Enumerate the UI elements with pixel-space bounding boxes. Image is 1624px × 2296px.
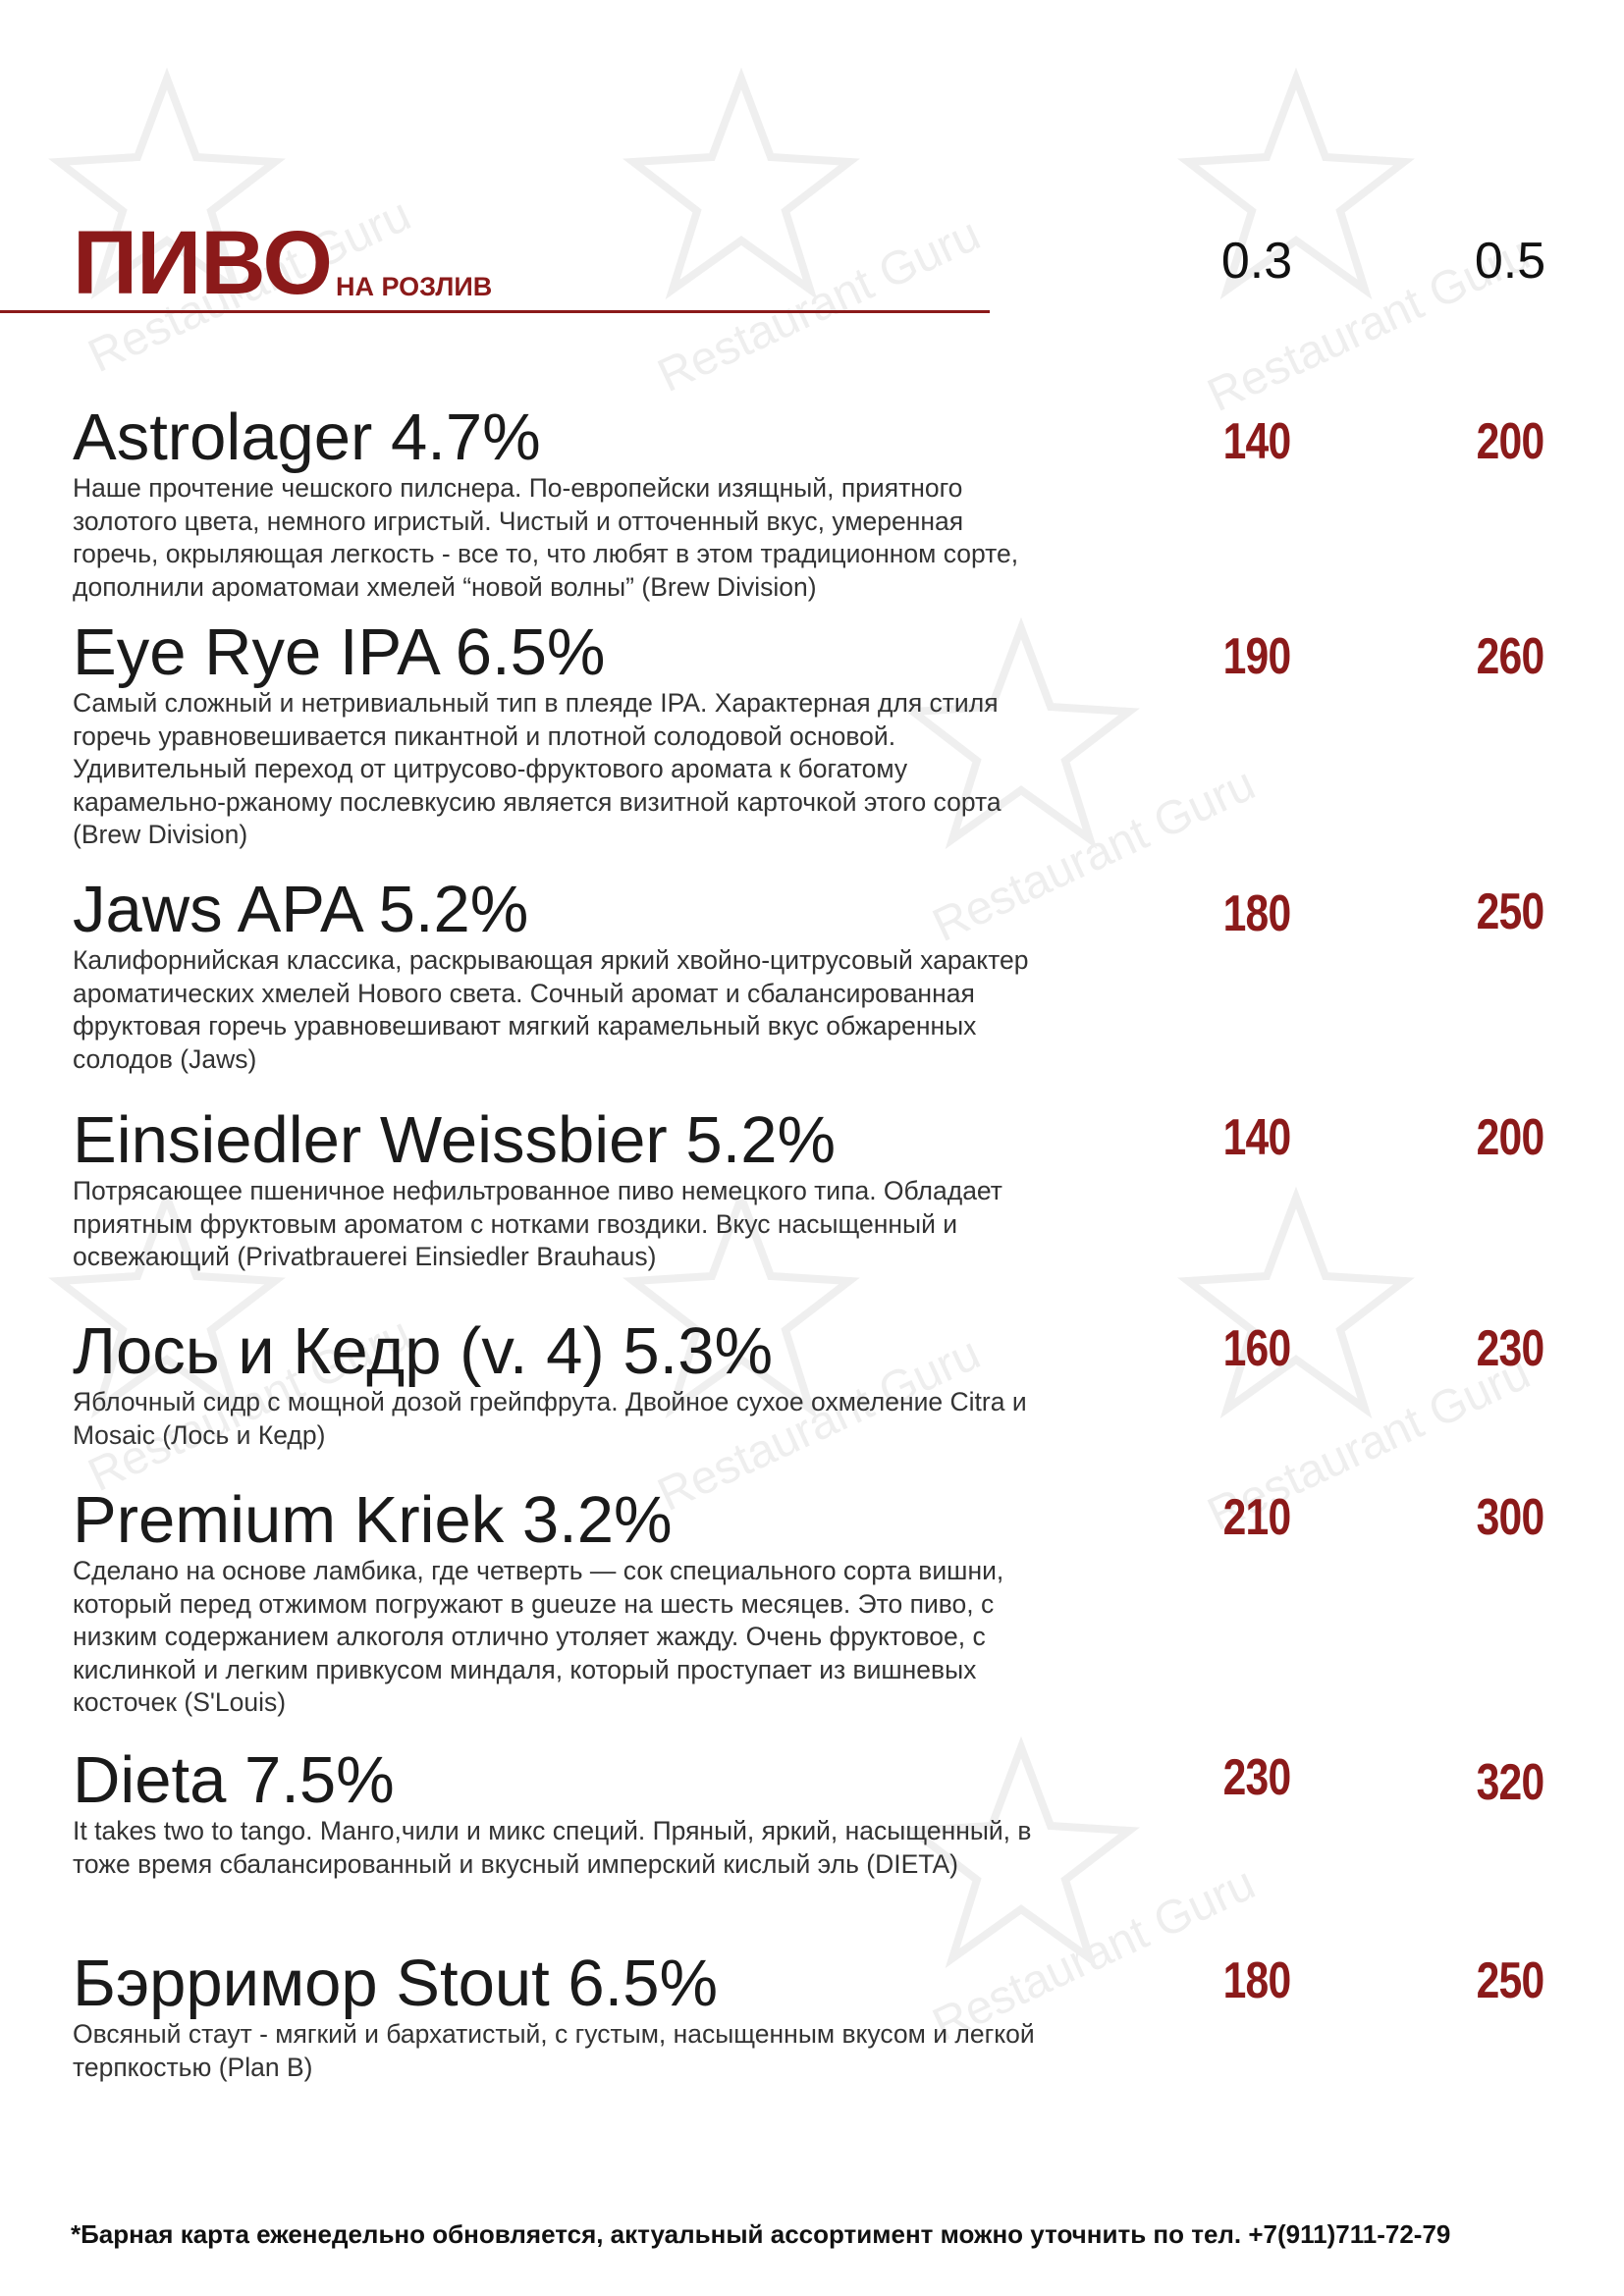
item-price-large: 250 (1476, 1952, 1545, 2009)
item-price-large: 260 (1476, 628, 1545, 685)
item-price-large: 250 (1476, 883, 1545, 940)
menu-item: Лось и Кедр (v. 4) 5.3% Яблочный сидр с … (73, 1318, 1624, 1452)
item-name: Einsiedler Weissbier 5.2% (73, 1103, 837, 1177)
item-name: Dieta 7.5% (73, 1743, 395, 1817)
item-price-small: 190 (1222, 628, 1292, 685)
menu-item: Astrolager 4.7% Наше прочтение чешского … (73, 404, 1624, 604)
item-price-large: 320 (1476, 1754, 1545, 1811)
menu-item: Eye Rye IPA 6.5% Самый сложный и нетриви… (73, 619, 1624, 852)
item-description: Наше прочтение чешского пилснера. По-евр… (73, 473, 1019, 602)
item-price-small: 180 (1222, 885, 1292, 942)
menu-item: Jaws APA 5.2% Калифорнийская классика, р… (73, 877, 1624, 1076)
item-name: Лось и Кедр (v. 4) 5.3% (73, 1314, 774, 1388)
item-price-small: 210 (1222, 1489, 1292, 1546)
title-underline (0, 310, 990, 313)
item-name: Eye Rye IPA 6.5% (73, 615, 606, 689)
item-description: Сделано на основе ламбика, где четверть … (73, 1556, 1004, 1717)
footer-note: *Барная карта еженедельно обновляется, а… (71, 2219, 1451, 2249)
menu-item: Dieta 7.5% It takes two to tango. Манго,… (73, 1747, 1624, 1881)
menu-item: Einsiedler Weissbier 5.2% Потрясающее пш… (73, 1107, 1624, 1274)
item-price-large: 200 (1476, 1109, 1545, 1166)
item-description: It takes two to tango. Манго,чили и микс… (73, 1816, 1032, 1879)
item-description: Овсяный стаут - мягкий и бархатистый, с … (73, 2019, 1035, 2082)
page-subtitle: НА РОЗЛИВ (336, 272, 493, 301)
menu-item: Premium Kriek 3.2% Сделано на основе лам… (73, 1487, 1624, 1720)
item-description: Яблочный сидр с мощной дозой грейпфрута.… (73, 1387, 1027, 1450)
size-header-large: 0.5 (1474, 233, 1546, 290)
item-price-large: 300 (1476, 1489, 1545, 1546)
item-description: Потрясающее пшеничное нефильтрованное пи… (73, 1176, 1002, 1271)
size-header-small: 0.3 (1220, 233, 1293, 290)
menu-item: Бэрримор Stout 6.5% Овсяный стаут - мягк… (73, 1950, 1624, 2084)
item-description: Калифорнийская классика, раскрывающая яр… (73, 945, 1029, 1074)
menu-header: ПИВО НА РОЗЛИВ 0.3 0.5 (0, 0, 1624, 324)
item-name: Jaws APA 5.2% (73, 873, 529, 946)
item-price-small: 180 (1222, 1952, 1292, 2009)
item-price-small: 140 (1222, 413, 1292, 470)
item-price-large: 200 (1476, 413, 1545, 470)
item-price-small: 230 (1222, 1749, 1292, 1806)
item-name: Бэрримор Stout 6.5% (73, 1947, 719, 2020)
item-price-small: 140 (1222, 1109, 1292, 1166)
item-name: Premium Kriek 3.2% (73, 1483, 673, 1557)
item-description: Самый сложный и нетривиальный тип в плея… (73, 688, 1001, 849)
page-title: ПИВО (73, 213, 333, 313)
item-name: Astrolager 4.7% (73, 400, 541, 474)
item-price-small: 160 (1222, 1320, 1292, 1377)
item-price-large: 230 (1476, 1320, 1545, 1377)
